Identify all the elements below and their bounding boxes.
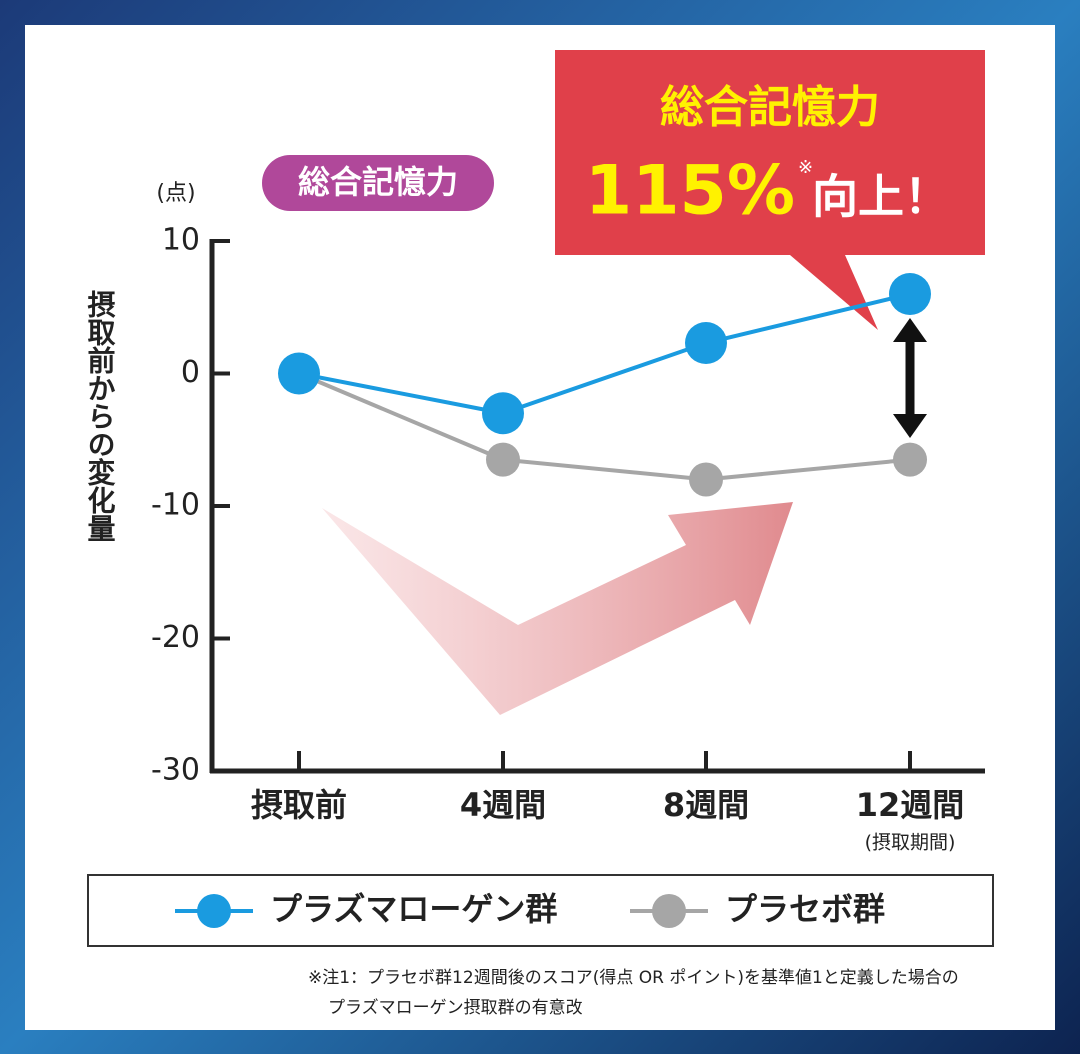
y-tick-label: -30 [151, 753, 200, 788]
x-tick-label: 4週間 [460, 786, 546, 824]
data-point [486, 442, 520, 477]
y-axis-title: 摂取前からの変化量 [84, 290, 117, 542]
callout-percent: 115% [585, 152, 795, 231]
x-tick-label: 8週間 [663, 786, 749, 824]
data-point [889, 273, 931, 315]
data-point [685, 322, 727, 365]
callout-line1: 総合記憶力 [660, 82, 880, 133]
difference-arrow [893, 318, 927, 438]
title-badge [262, 155, 494, 211]
y-tick-label: 10 [162, 223, 200, 258]
legend-marker [197, 894, 231, 928]
trend-arrow [322, 502, 793, 715]
data-point [278, 352, 320, 395]
series-line [298, 292, 911, 416]
data-point [482, 392, 524, 435]
y-unit-label: (点) [156, 181, 195, 206]
legend-label: プラセボ群 [725, 890, 885, 928]
callout-box [555, 50, 985, 330]
callout-line3: 向上！ [812, 170, 950, 224]
data-point [893, 442, 927, 477]
callout-note-mark: ※ [798, 157, 813, 178]
y-tick-label: 0 [181, 355, 200, 390]
series-line [298, 371, 911, 482]
footnote: ※注1：プラセボ群12週間後のスコア(得点 OR ポイント)を基準値1と定義した… [308, 968, 959, 988]
chart-title: 総合記憶力 [298, 163, 458, 201]
x-sublabel: (摂取期間) [865, 832, 956, 854]
y-tick-label: -20 [151, 620, 200, 655]
legend-marker [652, 894, 686, 928]
x-tick-label: 12週間 [856, 786, 965, 824]
x-tick-label: 摂取前 [251, 786, 347, 824]
data-point [689, 462, 723, 497]
legend-label: プラズマローゲン群 [270, 890, 557, 928]
footnote: プラズマローゲン摂取群の有意改 [328, 998, 583, 1018]
y-tick-label: -10 [151, 488, 200, 523]
